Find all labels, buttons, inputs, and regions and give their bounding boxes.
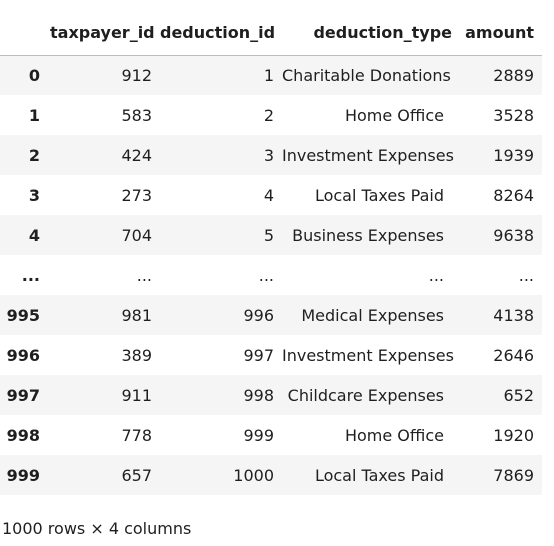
cell-deduction-type: Childcare Expenses bbox=[287, 385, 444, 405]
cell-deduction-id: 998 bbox=[243, 385, 274, 405]
cell-deduction-id: 3 bbox=[263, 145, 274, 165]
cell-amount: 1920 bbox=[493, 425, 534, 445]
table-body: 0 912 1 Charitable Donations 2889 1 583 2 Home O… bbox=[0, 55, 542, 495]
table-row: 999 657 1000 Local Taxes Paid 7869 bbox=[0, 455, 542, 495]
cell-deduction-type: Charitable Donations bbox=[282, 65, 451, 85]
cell-amount: ... bbox=[518, 265, 534, 285]
cell-deduction-type: ... bbox=[428, 265, 444, 285]
cell-amount: 3528 bbox=[493, 105, 534, 125]
cell-taxpayer-id: 912 bbox=[121, 65, 152, 85]
cell-deduction-type: Business Expenses bbox=[292, 225, 444, 245]
cell-deduction-id: 1000 bbox=[233, 465, 274, 485]
row-index: 997 bbox=[6, 385, 40, 405]
column-header-deduction-type: deduction_type bbox=[282, 10, 460, 56]
cell-deduction-id: 5 bbox=[263, 225, 274, 245]
row-index: 0 bbox=[28, 65, 40, 85]
cell-deduction-id: 1 bbox=[263, 65, 274, 85]
index-header bbox=[0, 10, 50, 56]
table-row: 4 704 5 Business Expenses 9638 bbox=[0, 215, 542, 255]
table-row: 997 911 998 Childcare Expenses 652 bbox=[0, 375, 542, 415]
cell-deduction-type: Investment Expenses bbox=[282, 145, 454, 165]
cell-deduction-type: Local Taxes Paid bbox=[314, 465, 444, 485]
cell-amount: 7869 bbox=[493, 465, 534, 485]
dataframe-output: taxpayer_id deduction_id deduction_type … bbox=[0, 10, 542, 495]
cell-amount: 2889 bbox=[493, 65, 534, 85]
cell-amount: 652 bbox=[503, 385, 534, 405]
cell-deduction-id: 2 bbox=[263, 105, 274, 125]
table-row: 0 912 1 Charitable Donations 2889 bbox=[0, 55, 542, 95]
column-header-taxpayer-id: taxpayer_id bbox=[50, 10, 160, 56]
cell-taxpayer-id: 389 bbox=[121, 345, 152, 365]
row-index: 1 bbox=[28, 105, 40, 125]
table-row: 995 981 996 Medical Expenses 4138 bbox=[0, 295, 542, 335]
row-index: 996 bbox=[6, 345, 40, 365]
table-row: 3 273 4 Local Taxes Paid 8264 bbox=[0, 175, 542, 215]
cell-taxpayer-id: 424 bbox=[121, 145, 152, 165]
cell-deduction-type: Home Office bbox=[344, 425, 444, 445]
column-header-amount: amount bbox=[460, 10, 542, 56]
column-header-deduction-id: deduction_id bbox=[160, 10, 282, 56]
dataframe-table: taxpayer_id deduction_id deduction_type … bbox=[0, 10, 542, 495]
cell-deduction-type: Investment Expenses bbox=[282, 345, 454, 365]
cell-deduction-type: Local Taxes Paid bbox=[314, 185, 444, 205]
cell-deduction-id: 996 bbox=[243, 305, 274, 325]
table-row: 2 424 3 Investment Expenses 1939 bbox=[0, 135, 542, 175]
row-index: ... bbox=[21, 265, 40, 285]
row-index: 999 bbox=[6, 465, 40, 485]
table-header: taxpayer_id deduction_id deduction_type … bbox=[0, 10, 542, 56]
cell-taxpayer-id: 704 bbox=[121, 225, 152, 245]
cell-taxpayer-id: 981 bbox=[121, 305, 152, 325]
header-row: taxpayer_id deduction_id deduction_type … bbox=[0, 10, 542, 56]
cell-taxpayer-id: 778 bbox=[121, 425, 152, 445]
cell-deduction-type: Medical Expenses bbox=[301, 305, 444, 325]
table-row: ............... bbox=[0, 255, 542, 295]
dataframe-shape-summary: 1000 rows × 4 columns bbox=[2, 519, 192, 538]
row-index: 4 bbox=[28, 225, 40, 245]
cell-deduction-type: Home Office bbox=[344, 105, 444, 125]
cell-amount: 4138 bbox=[493, 305, 534, 325]
cell-taxpayer-id: 273 bbox=[121, 185, 152, 205]
cell-taxpayer-id: ... bbox=[136, 265, 152, 285]
table-row: 1 583 2 Home Office 3528 bbox=[0, 95, 542, 135]
cell-amount: 2646 bbox=[493, 345, 534, 365]
cell-deduction-id: 997 bbox=[243, 345, 274, 365]
cell-deduction-id: 999 bbox=[243, 425, 274, 445]
cell-deduction-id: ... bbox=[258, 265, 274, 285]
table-row: 998 778 999 Home Office 1920 bbox=[0, 415, 542, 455]
row-index: 998 bbox=[6, 425, 40, 445]
cell-deduction-id: 4 bbox=[263, 185, 274, 205]
cell-taxpayer-id: 911 bbox=[121, 385, 152, 405]
row-index: 995 bbox=[6, 305, 40, 325]
table-row: 996 389 997 Investment Expenses 2646 bbox=[0, 335, 542, 375]
cell-amount: 8264 bbox=[493, 185, 534, 205]
row-index: 3 bbox=[28, 185, 40, 205]
row-index: 2 bbox=[28, 145, 40, 165]
cell-amount: 9638 bbox=[493, 225, 534, 245]
cell-taxpayer-id: 657 bbox=[121, 465, 152, 485]
cell-taxpayer-id: 583 bbox=[121, 105, 152, 125]
cell-amount: 1939 bbox=[493, 145, 534, 165]
